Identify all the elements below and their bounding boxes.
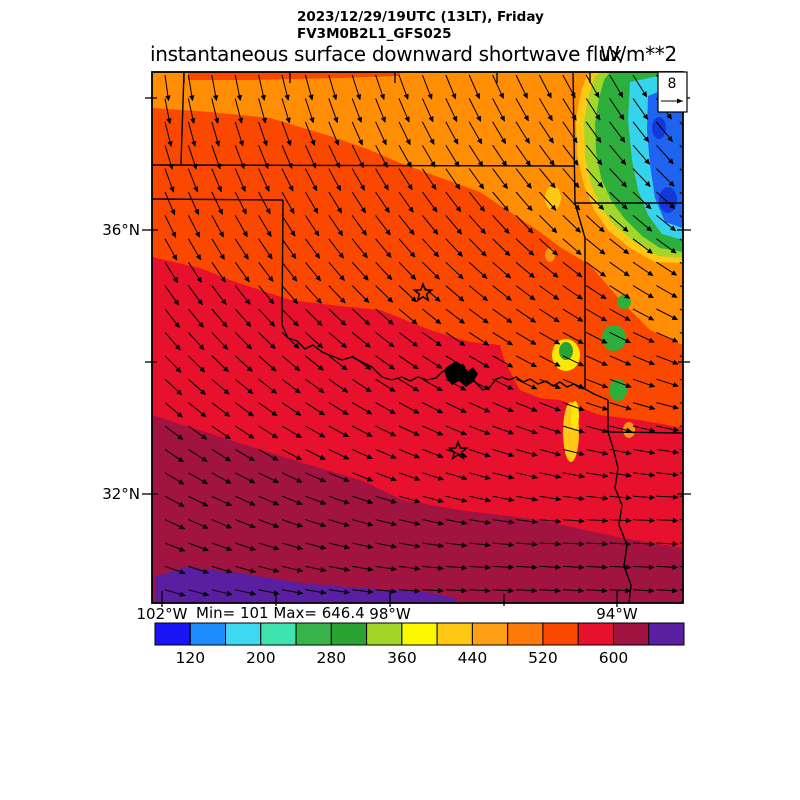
reference-vector-box: 8 (657, 71, 688, 113)
lat-tick-label: 32°N (102, 485, 140, 503)
border-tx-north-365n (152, 198, 284, 201)
colorbar: 120 200 280 360 440 520 600 (154, 622, 685, 667)
colorbar-cell (471, 622, 509, 646)
colorbar-tick-label: 600 (599, 649, 629, 667)
colorbar-cell (507, 622, 544, 646)
green-spot (602, 325, 626, 351)
reference-vector-value: 8 (668, 76, 677, 92)
station-marker-star (447, 439, 469, 461)
map-frame (151, 71, 684, 604)
colorbar-tick-label: 120 (176, 649, 206, 667)
colorbar-tick-label: 440 (458, 649, 488, 667)
lon-tick-label: 98°W (369, 605, 411, 623)
border-co-ks (180, 72, 185, 165)
colorbar-cell (401, 622, 438, 646)
station-marker-star (412, 281, 434, 303)
yellow-streak (571, 401, 579, 429)
colorbar-cell (225, 622, 262, 646)
colorbar-cell (366, 622, 403, 646)
plot-title: instantaneous surface downward shortwave… (150, 42, 623, 66)
colorbar-cell (295, 622, 332, 646)
units-label: W/m**2 (600, 42, 677, 66)
valid-time-label: 2023/12/29/19UTC (13LT), Friday (297, 9, 544, 25)
border-ok-ar (574, 202, 586, 388)
colorbar-tick-label: 520 (528, 649, 558, 667)
deep-blue-spot (659, 187, 677, 213)
colorbar-cell (612, 622, 650, 646)
lake-texoma (444, 361, 478, 387)
green-spot (617, 295, 631, 309)
colorbar-cell (260, 622, 297, 646)
border-tx-la (607, 431, 632, 603)
deep-blue-spot (652, 117, 666, 139)
border-ar-la-33n (607, 431, 683, 434)
colorbar-cell (542, 622, 579, 646)
colorbar-cell (648, 622, 685, 646)
minmax-label: Min= 101 Max= 646.4 (196, 604, 365, 622)
flux-top-strip-orangered (188, 72, 400, 80)
map-layers (152, 72, 683, 603)
colorbar-tick-label: 200 (246, 649, 276, 667)
flux-band-maroon (152, 415, 683, 603)
colorbar-tick-label: 280 (317, 649, 347, 667)
colorbar-cell (154, 622, 191, 646)
model-name-label: FV3M0B2L1_GFS025 (297, 26, 452, 42)
lon-tick-label: 94°W (596, 605, 638, 623)
lon-tick-label: 102°W (137, 605, 188, 623)
colorbar-cell (436, 622, 473, 646)
lat-tick-label: 36°N (102, 221, 140, 239)
colorbar-cell (577, 622, 614, 646)
colorbar-cell (330, 622, 368, 646)
axis-ticks (142, 72, 691, 607)
gold-spot (545, 186, 561, 210)
green-spot (559, 342, 573, 360)
wind-arrows-layer (164, 74, 683, 597)
colorbar-cell (189, 622, 227, 646)
orange-spot (545, 248, 555, 262)
colorbar-tick-label: 360 (387, 649, 417, 667)
